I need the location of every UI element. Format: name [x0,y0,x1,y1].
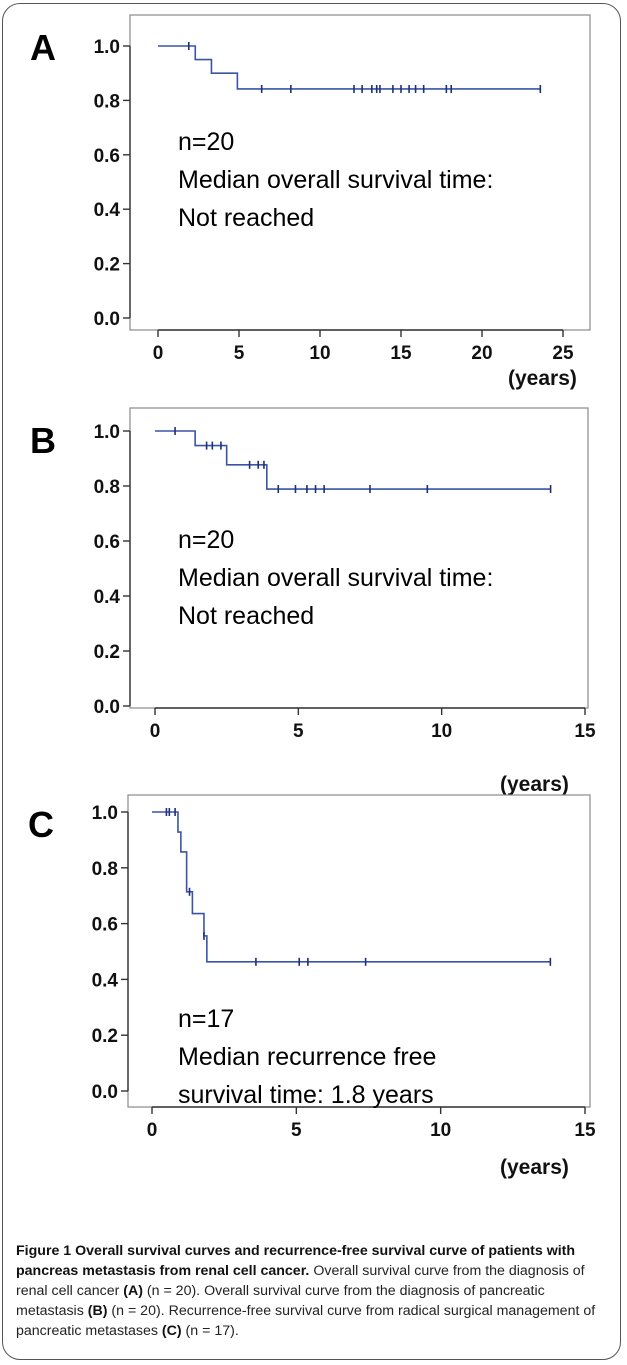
y-tick-label: 0.8 [94,91,120,112]
annotation-line: Not reached [178,602,314,630]
y-tick-label: 0.0 [94,697,120,718]
annotation-line: Not reached [178,204,314,232]
x-unit-label: (years) [508,367,577,390]
caption-line3: survival curve from the diagnosis of pan… [16,1283,545,1319]
caption-n-c: (n = 17). [181,1323,239,1339]
y-tick-label: 0.6 [92,915,118,936]
x-tick-label: 20 [471,343,492,364]
x-tick-label: 0 [153,343,164,364]
survival-curve [152,811,551,963]
x-tick-label: 10 [431,721,452,742]
panel-c-chart: 1.0 0.8 0.6 0.4 0.2 0.0 0 5 10 15(years) Cn=17 Medi… [28,794,596,1179]
x-tick-label: 0 [150,721,161,742]
annotation-line: Median overall survival time: [178,166,493,194]
panel-letter: A [30,27,56,68]
y-tick-label: 0.4 [92,970,119,991]
figure-caption: Figure 1 Overall survival curves and rec… [16,1241,612,1341]
y-tick-label: 0.6 [94,146,120,167]
annotation-line: n=20 [178,526,234,554]
caption-line4: Recurrence-free survival curve from radi… [168,1303,596,1319]
y-tick-label: 0.0 [92,1082,118,1103]
x-tick-label: 0 [147,1120,158,1141]
caption-line2: survival curve from the diagnosis of ren… [16,1263,585,1299]
caption-line5: pancreatic metastases [16,1323,162,1339]
caption-label-b: (B) [87,1303,108,1319]
x-tick-label: 15 [574,1120,596,1141]
annotation-line: survival time: 1.8 years [178,1081,434,1109]
annotation-line: Median overall survival time: [178,564,493,592]
caption-label-c: (C) [161,1323,182,1339]
x-unit-label: (years) [500,1156,569,1179]
panel-a-chart: 1.0 0.8 0.6 0.4 0.2 0.0 0 5 10 15 20 25 (years) An=20… [30,14,591,390]
y-tick-label: 0.6 [94,532,120,553]
y-tick-label: 1.0 [94,37,120,58]
y-tick-label: 0.8 [92,859,118,880]
caption-title: Figure 1 Overall survival curves and rec… [16,1243,576,1279]
annotation-line: Median recurrence free [178,1043,436,1071]
y-tick-label: 0.4 [94,200,121,221]
survival-curve [155,430,551,490]
caption-n-a: (n = 20). Overall [142,1283,250,1299]
x-tick-label: 10 [309,343,330,364]
x-unit-label: (years) [500,773,569,796]
panel-letter: C [28,804,54,845]
y-tick-label: 0.2 [94,255,120,276]
x-tick-label: 10 [430,1120,451,1141]
annotation-line: n=17 [178,1005,234,1033]
x-tick-label: 25 [552,343,574,364]
caption-n-b: (n = 20). [107,1303,165,1319]
caption-line1-rest: Overall [309,1263,359,1279]
panel-letter: B [30,420,56,461]
annotation-line: n=20 [178,128,234,156]
x-tick-label: 15 [390,343,412,364]
panel-b-chart: 1.0 0.8 0.6 0.4 0.2 0.0 0 5 10 15 (years) Bn=20 Medi… [30,407,596,796]
y-tick-label: 1.0 [94,422,120,443]
survival-curve [158,45,541,90]
y-tick-label: 0.8 [94,477,120,498]
y-tick-label: 1.0 [92,803,118,824]
y-tick-label: 0.2 [94,642,120,663]
figure-frame [2,3,621,1360]
y-tick-label: 0.0 [94,309,120,330]
y-tick-label: 0.4 [94,587,121,608]
x-tick-label: 5 [291,1120,302,1141]
y-tick-label: 0.2 [92,1026,118,1047]
x-tick-label: 5 [234,343,245,364]
x-tick-label: 5 [293,721,304,742]
caption-label-a: (A) [123,1283,143,1299]
plot-area-border [129,407,589,709]
x-tick-label: 15 [574,721,596,742]
